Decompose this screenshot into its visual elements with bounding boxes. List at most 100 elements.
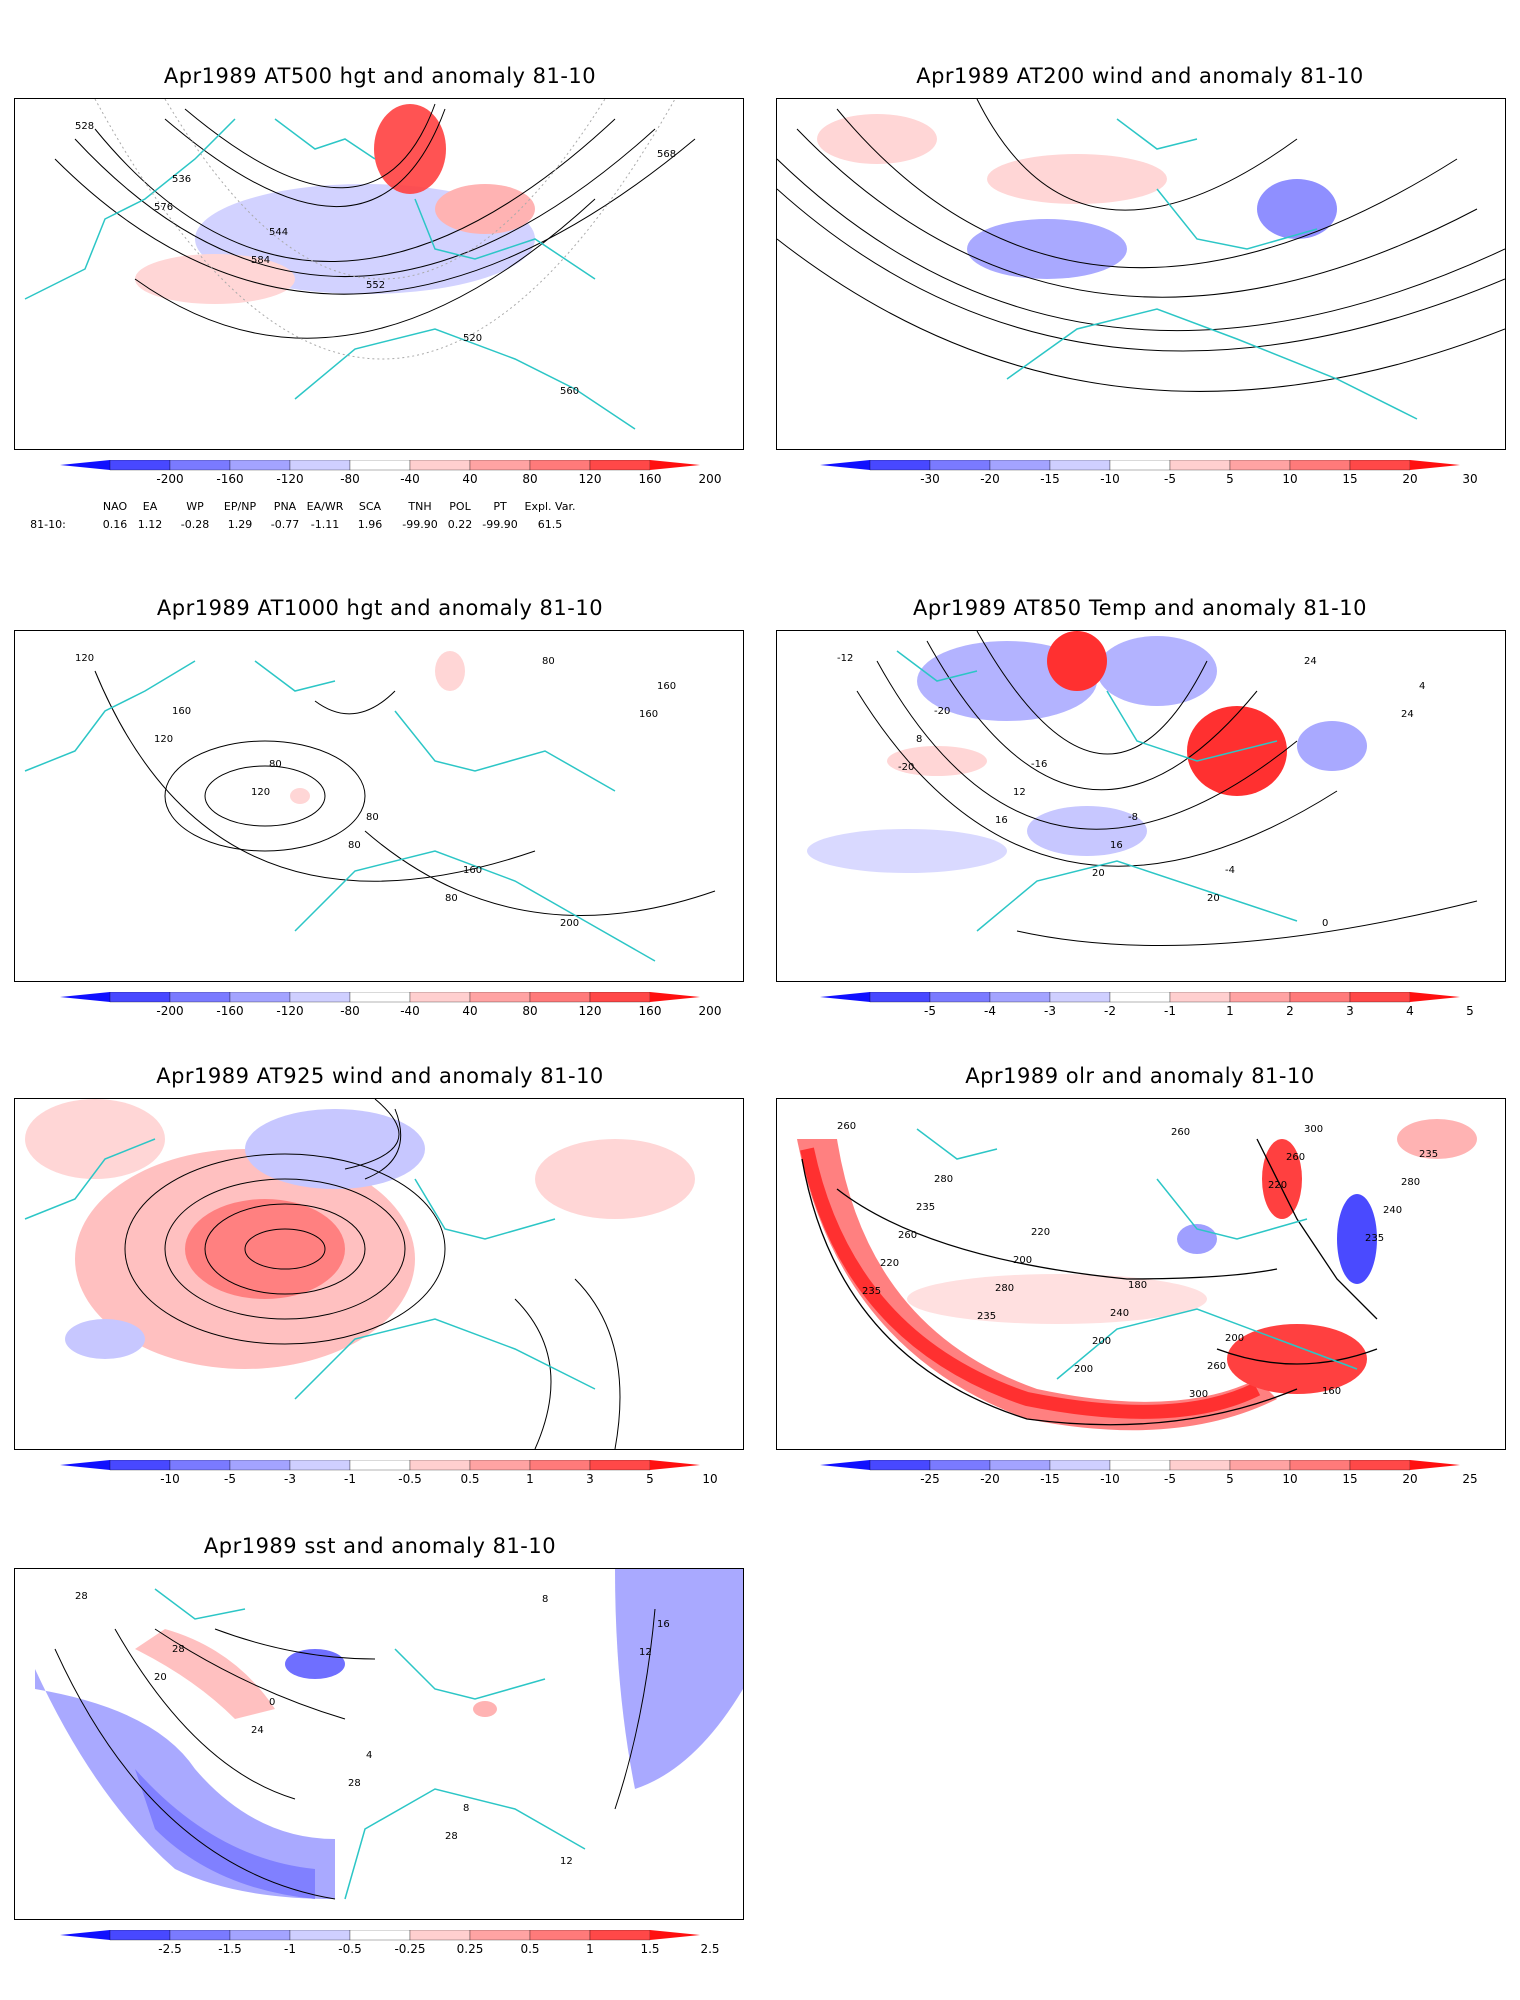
contour-label: 300 — [1304, 1124, 1323, 1135]
contour-label: 528 — [75, 121, 94, 132]
colorbar-tick-label: 120 — [578, 472, 602, 486]
contour-label: 200 — [1074, 1364, 1093, 1375]
colorbar-swatch — [289, 1460, 351, 1471]
colorbar-tick-label: -40 — [400, 472, 420, 486]
colorbar-tick-label: -5 — [224, 1472, 236, 1486]
colorbar-tick-label: -10 — [1100, 1472, 1120, 1486]
colorbar-swatch — [929, 1460, 991, 1471]
panel-title: Apr1989 AT200 wind and anomaly 81-10 — [916, 64, 1364, 88]
map-graphic: 28 28 0 4 8 12 16 20 24 28 28 8 12 — [35, 1569, 743, 1900]
colorbar: -2.5 -1.5 -1 -0.5 -0.25 0.25 0.5 1 1.5 2.5 — [60, 1930, 720, 1970]
panel-title: Apr1989 AT850 Temp and anomaly 81-10 — [913, 596, 1367, 620]
contour-label: 4 — [366, 1750, 372, 1761]
colorbar-swatch — [169, 1930, 231, 1941]
index-header: Expl. Var. — [524, 500, 576, 513]
colorbar-swatch — [1229, 992, 1291, 1003]
colorbar-tick-label: -10 — [1100, 472, 1120, 486]
contour-label: 16 — [1110, 840, 1123, 851]
colorbar-tick-label: -2 — [1104, 1004, 1116, 1018]
colorbar-tick-label: -1.5 — [218, 1942, 242, 1956]
colorbar-tick-label: -3 — [284, 1472, 296, 1486]
contour-label: 260 — [1207, 1361, 1226, 1372]
contour-label: 220 — [880, 1258, 899, 1269]
colorbar-swatch — [169, 1460, 231, 1471]
contour-label: 568 — [657, 149, 676, 160]
map-graphic — [777, 99, 1505, 420]
contour-label: 120 — [251, 787, 270, 798]
index-header: WP — [186, 500, 204, 513]
contour-label: 80 — [348, 840, 361, 851]
contour-label: 12 — [639, 1647, 652, 1658]
contour-label: 260 — [837, 1121, 856, 1132]
colorbar-swatch — [349, 1460, 411, 1471]
index-value: -99.90 — [482, 518, 518, 531]
colorbar-tick-label: -1 — [284, 1942, 296, 1956]
colorbar-swatch — [349, 1930, 411, 1941]
contour-label: 160 — [463, 865, 482, 876]
colorbar-tick-label: -1 — [1164, 1004, 1176, 1018]
colorbar-swatch — [929, 460, 991, 471]
colorbar-tick-label: -4 — [984, 1004, 996, 1018]
index-headers: NAO EA WP EP/NP PNA EA/WR SCA TNH POL PT Expl. Var… — [0, 500, 760, 514]
contour-label: 0 — [1322, 918, 1328, 929]
colorbar: -30 -20 -15 -10 -5 5 10 15 20 30 — [820, 460, 1478, 500]
colorbar-swatch — [349, 460, 411, 471]
colorbar-tick-label: -5 — [924, 1004, 936, 1018]
colorbar-tick-label: -0.25 — [394, 1942, 426, 1956]
colorbar-swatch — [1169, 992, 1231, 1003]
index-value: 1.96 — [357, 518, 383, 531]
colorbar-swatch — [1049, 1460, 1111, 1471]
colorbar-swatch — [1349, 1460, 1411, 1471]
contour-label: 235 — [1365, 1233, 1384, 1244]
contour-label: 235 — [862, 1286, 881, 1297]
colorbar-swatch — [289, 992, 351, 1003]
contour-label: 235 — [916, 1202, 935, 1213]
colorbar-tick-label: 2.5 — [700, 1942, 720, 1956]
colorbar-swatch — [1289, 1460, 1351, 1471]
contour-label: 200 — [560, 918, 579, 929]
colorbar-swatches — [60, 1930, 700, 1941]
colorbar-swatch — [929, 992, 991, 1003]
contour-label: 280 — [1401, 1177, 1420, 1188]
colorbar: -5 -4 -3 -2 -1 1 2 3 4 5 — [820, 992, 1474, 1032]
colorbar-swatch — [1049, 992, 1111, 1003]
contour-label: 160 — [639, 709, 658, 720]
colorbar-swatch — [589, 1460, 651, 1471]
colorbar-swatch — [469, 1460, 531, 1471]
contour-label: 28 — [75, 1591, 88, 1602]
panel-olr: Apr1989 olr and anomaly 81-10 260 280 220 1… — [760, 1060, 1520, 1500]
colorbar-swatch — [1049, 460, 1111, 471]
map-at1000: 120 160 80 80 160 200 160 120 120 80 80 80 160 — [14, 630, 744, 982]
colorbar-tick-label: 4 — [1406, 1004, 1414, 1018]
colorbar-swatches — [60, 460, 700, 471]
contour-label: 235 — [977, 1311, 996, 1322]
colorbar-swatch — [229, 1930, 291, 1941]
index-header: PT — [493, 500, 507, 513]
index-header: NAO — [102, 500, 128, 513]
contour-label: 220 — [1031, 1227, 1050, 1238]
colorbar-swatch — [469, 1930, 531, 1941]
colorbar-high-arrow — [1410, 460, 1460, 470]
contour-label: 160 — [172, 706, 191, 717]
colorbar-swatch — [589, 1930, 651, 1941]
colorbar-low-arrow — [60, 460, 110, 470]
contour-label: 20 — [1207, 893, 1220, 904]
colorbar-swatches — [60, 1460, 700, 1471]
colorbar-swatch — [169, 992, 231, 1003]
colorbar-tick-label: 5 — [646, 1472, 654, 1486]
colorbar-low-arrow — [60, 1930, 110, 1940]
index-value: 61.5 — [537, 518, 563, 531]
colorbar-swatches — [820, 460, 1460, 471]
colorbar-high-arrow — [650, 1930, 700, 1940]
map-graphic: 120 160 80 80 160 200 160 120 120 80 80 80 160 — [24, 651, 716, 962]
contour-label: 552 — [366, 280, 385, 291]
contour-label: 16 — [657, 1619, 670, 1630]
colorbar-tick-label: -200 — [156, 472, 184, 486]
colorbar-swatch — [1229, 460, 1291, 471]
contour-label: 200 — [1013, 1255, 1032, 1266]
contour-label: 80 — [542, 656, 555, 667]
map-graphic — [24, 1099, 695, 1449]
colorbar-swatch — [469, 460, 531, 471]
contour-label: 200 — [1225, 1333, 1244, 1344]
colorbar-swatch — [229, 992, 291, 1003]
